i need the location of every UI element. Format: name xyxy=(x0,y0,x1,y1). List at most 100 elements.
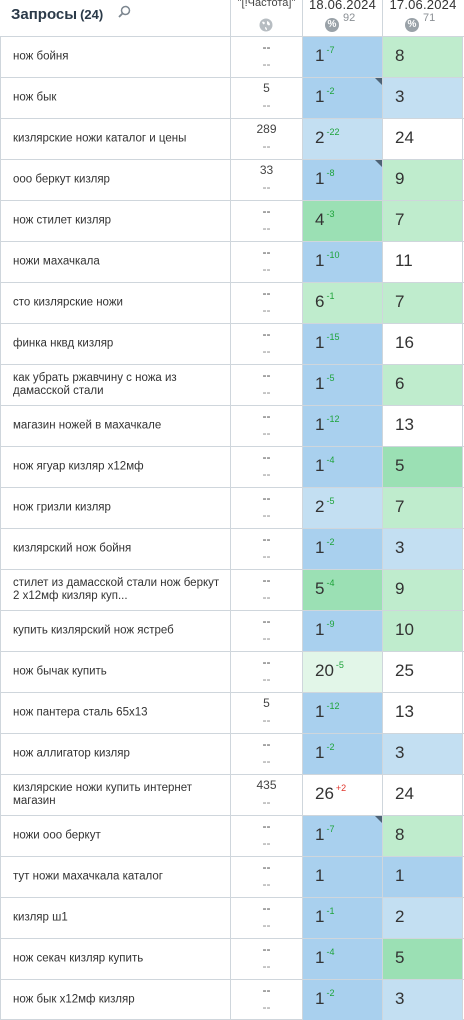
query-text[interactable]: нож ягуар кизляр х12мф xyxy=(13,460,144,473)
position-cell-date2[interactable]: 5 xyxy=(383,939,463,979)
query-cell[interactable]: ооо беркут кизляр xyxy=(0,160,231,200)
query-text[interactable]: нож бычак купить xyxy=(13,665,107,678)
table-row[interactable]: магазин ножей в махачкале -- -- 1 -12 13 xyxy=(0,405,464,446)
position-cell-date1[interactable]: 1 -8 xyxy=(303,160,383,200)
table-row[interactable]: стилет из дамасской стали нож беркут 2 х… xyxy=(0,569,464,610)
query-cell[interactable]: магазин ножей в махачкале xyxy=(0,406,231,446)
query-cell[interactable]: купить кизлярский нож ястреб xyxy=(0,611,231,651)
table-row[interactable]: ооо беркут кизляр 33 -- 1 -8 9 xyxy=(0,159,464,200)
query-text[interactable]: ножи ооо беркут xyxy=(13,829,101,842)
query-text[interactable]: финка нквд кизляр xyxy=(13,337,114,350)
query-text[interactable]: нож бык х12мф кизляр xyxy=(13,993,135,1006)
table-row[interactable]: тут ножи махачкала каталог -- -- 1 1 xyxy=(0,856,464,897)
query-cell[interactable]: кизлярские ножи каталог и цены xyxy=(0,119,231,159)
query-cell[interactable]: нож бык xyxy=(0,78,231,118)
queries-column-header[interactable]: Запросы (24) xyxy=(0,0,231,36)
position-cell-date1[interactable]: 1 -7 xyxy=(303,37,383,77)
position-cell-date1[interactable]: 1 -7 xyxy=(303,816,383,856)
date1-column-header[interactable]: 18.06.2024 % 92 xyxy=(303,0,383,36)
position-cell-date1[interactable]: 26 +2 xyxy=(303,775,383,815)
query-text[interactable]: кизлярские ножи купить интернет магазин xyxy=(13,782,193,807)
table-row[interactable]: ножи ооо беркут -- -- 1 -7 8 xyxy=(0,815,464,856)
table-row[interactable]: кизлярский нож бойня -- -- 1 -2 3 xyxy=(0,528,464,569)
query-text[interactable]: ножи махачкала xyxy=(13,255,100,268)
position-cell-date1[interactable]: 2 -5 xyxy=(303,488,383,528)
position-cell-date1[interactable]: 1 -10 xyxy=(303,242,383,282)
query-cell[interactable]: кизляр ш1 xyxy=(0,898,231,938)
position-cell-date2[interactable]: 13 xyxy=(383,693,463,733)
query-cell[interactable]: ножи ооо беркут xyxy=(0,816,231,856)
query-text[interactable]: нож стилет кизляр xyxy=(13,214,112,227)
position-cell-date1[interactable]: 1 -4 xyxy=(303,447,383,487)
query-text[interactable]: ооо беркут кизляр xyxy=(13,173,110,186)
position-cell-date1[interactable]: 1 -2 xyxy=(303,980,383,1020)
position-cell-date2[interactable]: 16 xyxy=(383,324,463,364)
position-cell-date2[interactable]: 25 xyxy=(383,652,463,692)
table-row[interactable]: кизлярские ножи каталог и цены 289 -- 2 -22 2… xyxy=(0,118,464,159)
position-cell-date1[interactable]: 2 -22 xyxy=(303,119,383,159)
position-cell-date2[interactable]: 6 xyxy=(383,365,463,405)
table-row[interactable]: сто кизлярские ножи -- -- 6 -1 7 xyxy=(0,282,464,323)
query-cell[interactable]: нож стилет кизляр xyxy=(0,201,231,241)
table-row[interactable]: нож пантера сталь 65х13 5 -- 1 -12 13 xyxy=(0,692,464,733)
position-cell-date2[interactable]: 8 xyxy=(383,816,463,856)
position-cell-date2[interactable]: 11 xyxy=(383,242,463,282)
query-cell[interactable]: нож бычак купить xyxy=(0,652,231,692)
query-text[interactable]: сто кизлярские ножи xyxy=(13,296,123,309)
position-cell-date1[interactable]: 1 -12 xyxy=(303,693,383,733)
table-row[interactable]: нож секач кизляр купить -- -- 1 -4 5 xyxy=(0,938,464,979)
query-cell[interactable]: кизлярский нож бойня xyxy=(0,529,231,569)
position-cell-date2[interactable]: 1 xyxy=(383,857,463,897)
position-cell-date2[interactable]: 3 xyxy=(383,529,463,569)
table-row[interactable]: нож бык х12мф кизляр -- -- 1 -2 3 xyxy=(0,979,464,1020)
query-cell[interactable]: нож гризли кизляр xyxy=(0,488,231,528)
query-cell[interactable]: стилет из дамасской стали нож беркут 2 х… xyxy=(0,570,231,610)
position-cell-date2[interactable]: 2 xyxy=(383,898,463,938)
query-cell[interactable]: нож секач кизляр купить xyxy=(0,939,231,979)
query-text[interactable]: кизляр ш1 xyxy=(13,911,68,924)
query-cell[interactable]: финка нквд кизляр xyxy=(0,324,231,364)
position-cell-date1[interactable]: 1 -9 xyxy=(303,611,383,651)
frequency-column-header[interactable]: "[!Частота]" xyxy=(231,0,303,36)
query-cell[interactable]: нож ягуар кизляр х12мф xyxy=(0,447,231,487)
position-cell-date1[interactable]: 1 xyxy=(303,857,383,897)
position-cell-date2[interactable]: 7 xyxy=(383,201,463,241)
table-row[interactable]: нож ягуар кизляр х12мф -- -- 1 -4 5 xyxy=(0,446,464,487)
table-row[interactable]: кизлярские ножи купить интернет магазин 4… xyxy=(0,774,464,815)
query-cell[interactable]: ножи махачкала xyxy=(0,242,231,282)
position-cell-date2[interactable]: 24 xyxy=(383,775,463,815)
query-cell[interactable]: как убрать ржавчину с ножа из дамасской … xyxy=(0,365,231,405)
table-row[interactable]: нож аллигатор кизляр -- -- 1 -2 3 xyxy=(0,733,464,774)
position-cell-date1[interactable]: 1 -2 xyxy=(303,78,383,118)
query-text[interactable]: как убрать ржавчину с ножа из дамасской … xyxy=(13,372,177,397)
query-text[interactable]: нож аллигатор кизляр xyxy=(13,747,130,760)
query-text[interactable]: кизлярский нож бойня xyxy=(13,542,132,555)
query-cell[interactable]: сто кизлярские ножи xyxy=(0,283,231,323)
table-row[interactable]: кизляр ш1 -- -- 1 -1 2 xyxy=(0,897,464,938)
position-cell-date2[interactable]: 8 xyxy=(383,37,463,77)
position-cell-date1[interactable]: 1 -4 xyxy=(303,939,383,979)
query-text[interactable]: нож бойня xyxy=(13,50,69,63)
table-row[interactable]: нож стилет кизляр -- -- 4 -3 7 xyxy=(0,200,464,241)
table-row[interactable]: ножи махачкала -- -- 1 -10 11 xyxy=(0,241,464,282)
query-text[interactable]: нож секач кизляр купить xyxy=(13,952,144,965)
position-cell-date1[interactable]: 1 -12 xyxy=(303,406,383,446)
query-text[interactable]: нож пантера сталь 65х13 xyxy=(13,706,148,719)
position-cell-date2[interactable]: 3 xyxy=(383,980,463,1020)
table-row[interactable]: нож бычак купить -- -- 20 -5 25 xyxy=(0,651,464,692)
query-text[interactable]: кизлярские ножи каталог и цены xyxy=(13,132,187,145)
position-cell-date1[interactable]: 6 -1 xyxy=(303,283,383,323)
query-text[interactable]: тут ножи махачкала каталог xyxy=(13,870,163,883)
position-cell-date1[interactable]: 4 -3 xyxy=(303,201,383,241)
query-cell[interactable]: кизлярские ножи купить интернет магазин xyxy=(0,775,231,815)
position-cell-date1[interactable]: 1 -2 xyxy=(303,529,383,569)
position-cell-date2[interactable]: 5 xyxy=(383,447,463,487)
table-row[interactable]: нож бык 5 -- 1 -2 3 xyxy=(0,77,464,118)
position-cell-date1[interactable]: 1 -2 xyxy=(303,734,383,774)
query-text[interactable]: нож бык xyxy=(13,91,57,104)
date2-column-header[interactable]: 17.06.2024 % 71 xyxy=(383,0,463,36)
position-cell-date1[interactable]: 1 -15 xyxy=(303,324,383,364)
query-text[interactable]: стилет из дамасской стали нож беркут 2 х… xyxy=(13,577,220,602)
position-cell-date2[interactable]: 7 xyxy=(383,283,463,323)
position-cell-date1[interactable]: 20 -5 xyxy=(303,652,383,692)
